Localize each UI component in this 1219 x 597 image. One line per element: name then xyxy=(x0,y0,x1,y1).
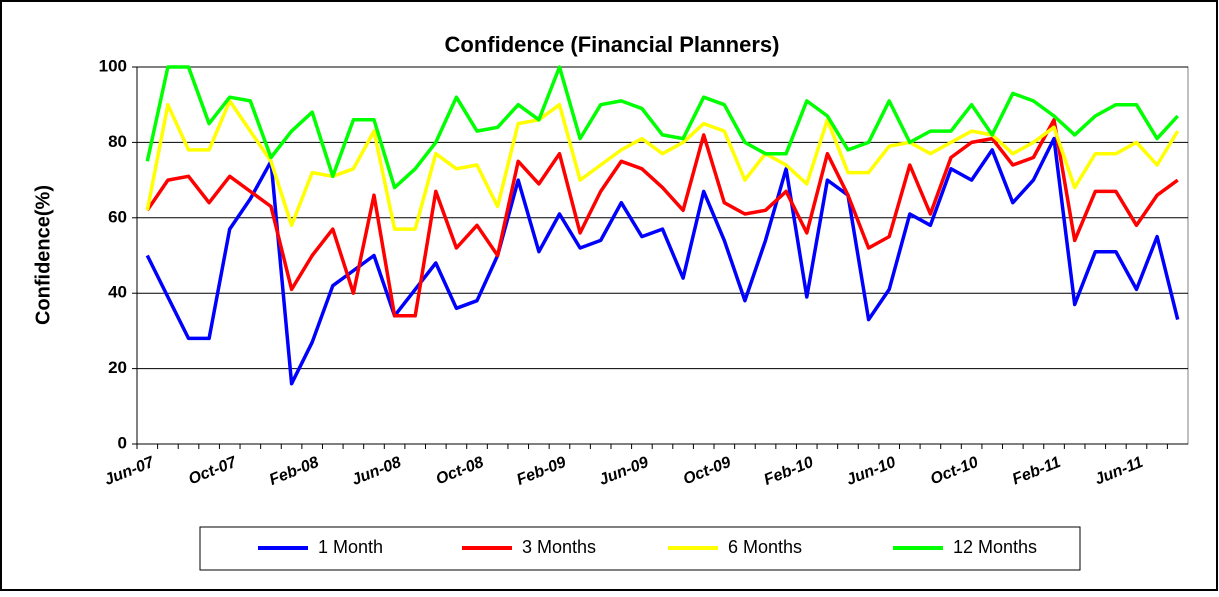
y-axis-label: Confidence(%) xyxy=(32,185,54,325)
chart-title: Confidence (Financial Planners) xyxy=(445,32,780,57)
legend-label: 3 Months xyxy=(522,537,596,557)
series-line xyxy=(145,118,1179,318)
series-line xyxy=(145,136,1180,386)
y-tick-label: 20 xyxy=(108,358,127,377)
legend-label: 12 Months xyxy=(953,537,1037,557)
y-tick-label: 0 xyxy=(118,433,127,452)
plot-area xyxy=(136,66,1189,445)
y-tick-label: 40 xyxy=(108,283,127,302)
y-tick-label: 60 xyxy=(108,207,127,226)
series-line xyxy=(145,99,1180,231)
y-tick-label: 80 xyxy=(108,132,127,151)
series-line xyxy=(145,65,1179,190)
legend-label: 1 Month xyxy=(318,537,383,557)
y-tick-label: 100 xyxy=(99,56,127,75)
legend-label: 6 Months xyxy=(728,537,802,557)
